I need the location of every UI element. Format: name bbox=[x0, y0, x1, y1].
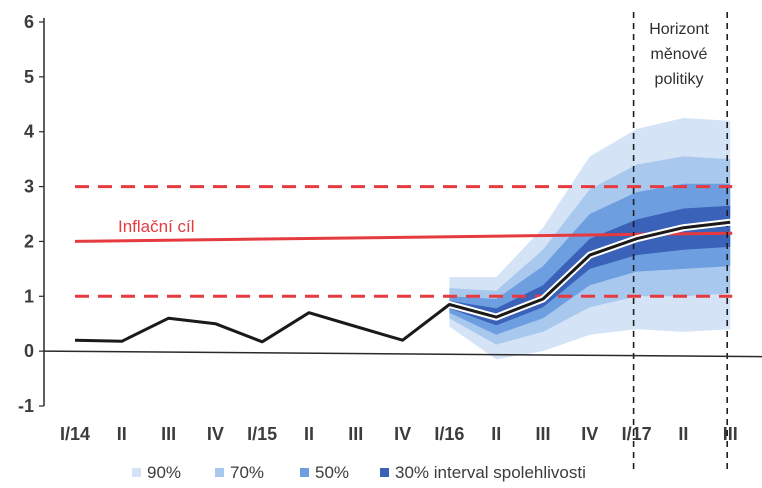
x-tick-label: I/14 bbox=[60, 424, 90, 444]
x-tick-label: II bbox=[678, 424, 688, 444]
horizon-label-line: Horizont bbox=[649, 21, 709, 38]
x-tick-label: II bbox=[491, 424, 501, 444]
y-tick-label: 0 bbox=[24, 341, 34, 361]
x-tick-label: I/16 bbox=[434, 424, 464, 444]
y-tick-label: 2 bbox=[24, 231, 34, 251]
x-tick-label: III bbox=[161, 424, 176, 444]
legend-swatch-1 bbox=[215, 468, 224, 477]
horizon-label-line: politiky bbox=[655, 71, 704, 88]
legend-label: 70% bbox=[230, 463, 264, 482]
y-tick-label: 3 bbox=[24, 177, 34, 197]
legend-label: 90% bbox=[147, 463, 181, 482]
legend-swatch-0 bbox=[132, 468, 141, 477]
legend-swatch-3 bbox=[380, 468, 389, 477]
reference-lines bbox=[74, 12, 733, 470]
target-label: Inflační cíl bbox=[118, 217, 195, 236]
legend: 90% 70% 50% 30% interval spolehlivosti bbox=[132, 463, 586, 482]
axes bbox=[39, 18, 762, 407]
y-tick-label: 5 bbox=[24, 67, 34, 87]
y-tick-label: 1 bbox=[24, 286, 34, 306]
x-tick-label: IV bbox=[207, 424, 224, 444]
x-tick-label: II bbox=[117, 424, 127, 444]
x-tick-label: IV bbox=[394, 424, 411, 444]
x-tick-label: III bbox=[723, 424, 738, 444]
y-tick-label: 4 bbox=[24, 122, 34, 142]
zero-axis-line bbox=[43, 350, 762, 358]
horizon-label-line: měnové bbox=[651, 46, 708, 63]
legend-label: 50% bbox=[315, 463, 349, 482]
x-tick-label: IV bbox=[581, 424, 598, 444]
y-tick-label: 6 bbox=[24, 12, 34, 32]
x-tick-label: II bbox=[304, 424, 314, 444]
legend-swatch-2 bbox=[300, 468, 309, 477]
series-line-0 bbox=[74, 220, 731, 344]
target-line bbox=[74, 231, 733, 243]
y-tick-label: -1 bbox=[18, 396, 34, 416]
series-lines bbox=[74, 218, 734, 344]
legend-label: 30% interval spolehlivosti bbox=[395, 463, 586, 482]
x-tick-label: III bbox=[348, 424, 363, 444]
fan-bands bbox=[449, 118, 731, 360]
x-tick-label: I/17 bbox=[622, 424, 652, 444]
x-tick-label: III bbox=[535, 424, 550, 444]
x-tick-label: I/15 bbox=[247, 424, 277, 444]
annotations: Inflační cíl Horizont měnové politiky bbox=[118, 21, 709, 236]
